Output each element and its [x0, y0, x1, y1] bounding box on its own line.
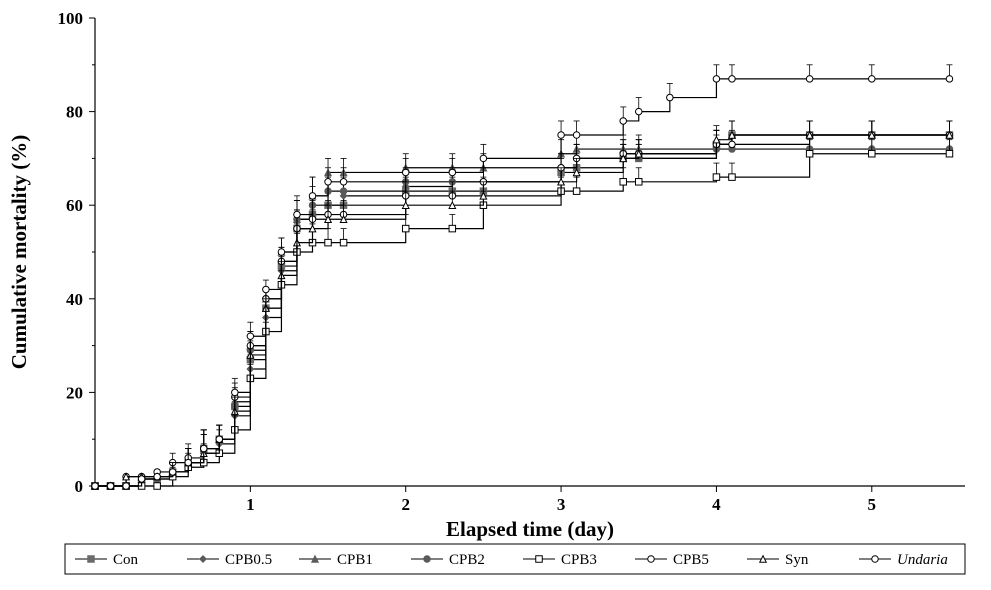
- svg-text:Con: Con: [113, 552, 139, 568]
- svg-text:CPB2: CPB2: [449, 552, 485, 568]
- svg-text:4: 4: [712, 495, 721, 514]
- svg-text:100: 100: [58, 9, 84, 28]
- svg-text:0: 0: [75, 477, 84, 496]
- svg-text:Undaria: Undaria: [897, 552, 948, 568]
- svg-text:2: 2: [401, 495, 410, 514]
- svg-text:3: 3: [557, 495, 566, 514]
- svg-text:20: 20: [66, 383, 83, 402]
- svg-text:CPB0.5: CPB0.5: [225, 552, 272, 568]
- svg-text:CPB5: CPB5: [673, 552, 709, 568]
- svg-text:Cumulative mortality (%): Cumulative mortality (%): [7, 135, 31, 369]
- figure-container: { "chart": { "type": "step-line-with-err…: [0, 0, 991, 590]
- svg-text:Elapsed time (day): Elapsed time (day): [446, 517, 614, 541]
- svg-text:80: 80: [66, 103, 83, 122]
- svg-text:5: 5: [868, 495, 877, 514]
- mortality-chart: 0 20 40 60 80 100 1 2 3 4 5 Cumulative mortality (%…: [0, 0, 991, 590]
- svg-text:1: 1: [246, 495, 255, 514]
- svg-text:60: 60: [66, 196, 83, 215]
- svg-text:40: 40: [66, 290, 83, 309]
- svg-text:CPB1: CPB1: [337, 552, 373, 568]
- svg-text:CPB3: CPB3: [561, 552, 597, 568]
- svg-text:Syn: Syn: [785, 552, 809, 568]
